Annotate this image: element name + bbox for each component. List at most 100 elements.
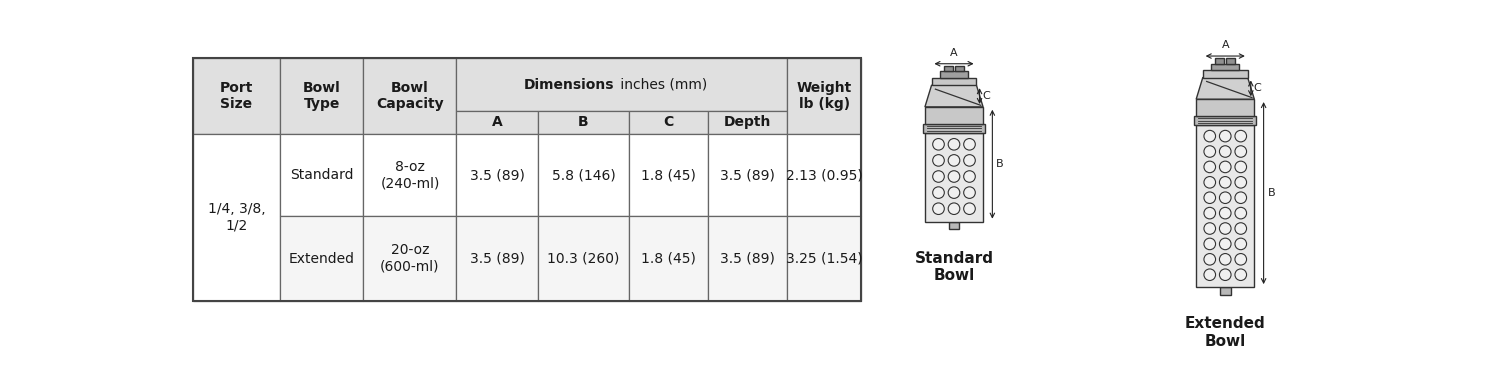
Bar <box>279 134 363 216</box>
Text: 1/4, 3/8,
1/2: 1/4, 3/8, 1/2 <box>208 202 264 232</box>
Bar <box>1197 99 1255 116</box>
Text: inches (mm): inches (mm) <box>616 78 707 92</box>
Bar <box>708 134 787 216</box>
Bar <box>787 58 861 134</box>
Bar <box>787 134 861 216</box>
Ellipse shape <box>932 171 944 182</box>
Bar <box>629 111 708 134</box>
Ellipse shape <box>1204 269 1216 280</box>
Text: Port
Size: Port Size <box>220 81 252 111</box>
Ellipse shape <box>1219 161 1231 173</box>
Text: C: C <box>663 115 674 129</box>
Ellipse shape <box>1219 269 1231 280</box>
Bar <box>363 134 457 216</box>
Ellipse shape <box>1236 238 1246 250</box>
Text: A: A <box>492 115 502 129</box>
Text: Bowl
Capacity: Bowl Capacity <box>376 81 444 111</box>
Bar <box>1203 70 1247 78</box>
Bar <box>1194 116 1256 125</box>
Ellipse shape <box>932 187 944 199</box>
Bar <box>538 111 629 134</box>
Ellipse shape <box>1204 161 1216 173</box>
Text: 3.5 (89): 3.5 (89) <box>469 252 524 266</box>
Text: 2.13 (0.95): 2.13 (0.95) <box>786 168 862 182</box>
Bar <box>1219 287 1231 295</box>
Text: Extended: Extended <box>288 252 354 266</box>
Ellipse shape <box>949 155 959 166</box>
Bar <box>363 216 457 301</box>
Ellipse shape <box>1219 146 1231 157</box>
Bar <box>1215 58 1225 64</box>
Bar <box>363 58 457 134</box>
Bar <box>279 58 363 134</box>
Text: 20-oz
(600-ml): 20-oz (600-ml) <box>379 243 439 274</box>
Bar <box>193 134 279 301</box>
Bar <box>538 134 629 216</box>
Ellipse shape <box>1204 177 1216 188</box>
Ellipse shape <box>964 187 976 199</box>
Text: Weight
lb (kg): Weight lb (kg) <box>796 81 852 111</box>
Ellipse shape <box>1219 177 1231 188</box>
Text: 3.25 (1.54): 3.25 (1.54) <box>786 252 862 266</box>
Ellipse shape <box>1236 254 1246 265</box>
Text: 8-oz
(240-ml): 8-oz (240-ml) <box>381 160 439 190</box>
Text: B: B <box>578 115 589 129</box>
Ellipse shape <box>1236 223 1246 234</box>
Ellipse shape <box>1236 269 1246 280</box>
Text: 3.5 (89): 3.5 (89) <box>720 252 775 266</box>
Text: 5.8 (146): 5.8 (146) <box>551 168 616 182</box>
Bar <box>708 216 787 301</box>
Bar <box>940 71 968 78</box>
Polygon shape <box>1197 78 1255 99</box>
Polygon shape <box>925 85 983 107</box>
Text: 3.5 (89): 3.5 (89) <box>720 168 775 182</box>
Bar <box>787 216 861 301</box>
Ellipse shape <box>1236 161 1246 173</box>
Bar <box>925 107 983 124</box>
Ellipse shape <box>1204 223 1216 234</box>
Bar <box>457 111 538 134</box>
Text: Standard
Bowl: Standard Bowl <box>914 251 994 283</box>
Bar <box>457 134 538 216</box>
Text: C: C <box>1253 83 1261 93</box>
Text: Dimensions: Dimensions <box>524 78 614 92</box>
Ellipse shape <box>1219 223 1231 234</box>
Ellipse shape <box>964 203 976 215</box>
Text: Extended
Bowl: Extended Bowl <box>1185 316 1265 349</box>
Ellipse shape <box>932 138 944 150</box>
Bar <box>629 216 708 301</box>
Bar <box>629 134 708 216</box>
Ellipse shape <box>1219 238 1231 250</box>
Bar <box>932 78 977 85</box>
Ellipse shape <box>1219 254 1231 265</box>
Bar <box>193 58 279 134</box>
Ellipse shape <box>1236 130 1246 142</box>
Text: C: C <box>982 91 989 101</box>
Ellipse shape <box>949 203 959 215</box>
Bar <box>1212 64 1239 70</box>
Text: 1.8 (45): 1.8 (45) <box>641 168 696 182</box>
Ellipse shape <box>949 171 959 182</box>
Bar <box>708 111 787 134</box>
Bar <box>279 216 363 301</box>
Ellipse shape <box>1219 207 1231 219</box>
Bar <box>925 133 983 222</box>
Bar <box>949 222 959 229</box>
Ellipse shape <box>1204 207 1216 219</box>
Ellipse shape <box>964 155 976 166</box>
Ellipse shape <box>949 187 959 199</box>
Ellipse shape <box>1236 177 1246 188</box>
Text: 1.8 (45): 1.8 (45) <box>641 252 696 266</box>
Text: Bowl
Type: Bowl Type <box>303 81 341 111</box>
Bar <box>538 216 629 301</box>
Ellipse shape <box>1219 130 1231 142</box>
Ellipse shape <box>1204 146 1216 157</box>
Bar <box>923 124 985 133</box>
Text: A: A <box>1222 40 1230 50</box>
Bar <box>944 66 953 71</box>
Bar <box>457 58 787 111</box>
Ellipse shape <box>1204 130 1216 142</box>
Ellipse shape <box>964 138 976 150</box>
Ellipse shape <box>1204 238 1216 250</box>
Bar <box>457 216 538 301</box>
